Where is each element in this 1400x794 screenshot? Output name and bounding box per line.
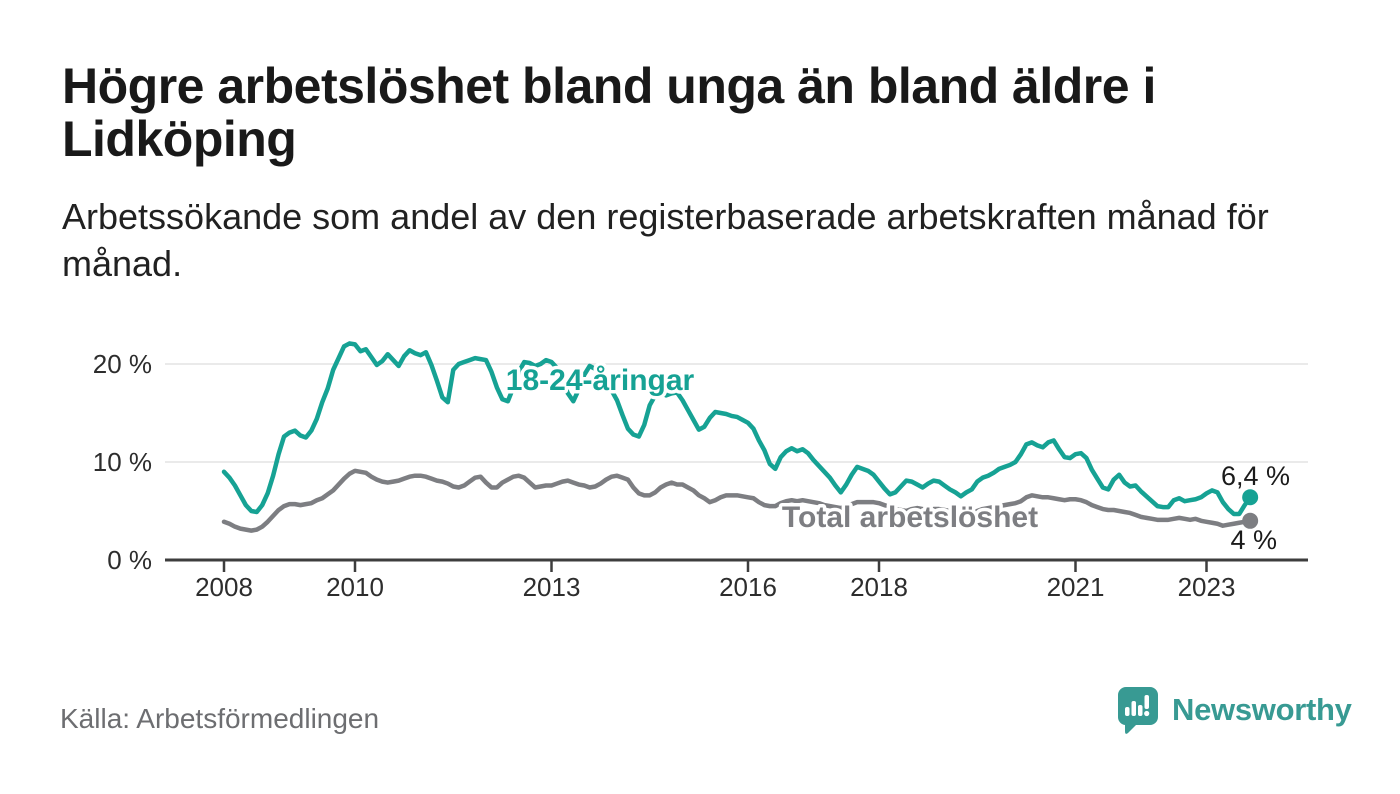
newsworthy-logo: Newsworthy xyxy=(1116,686,1352,734)
series-line-youth xyxy=(221,341,1253,517)
brand-name: Newsworthy xyxy=(1172,692,1352,727)
x-tick-label-2013: 2013 xyxy=(523,572,581,602)
y-tick-label-0: 0 % xyxy=(107,545,152,575)
chart-title-line-2: Lidköping xyxy=(62,111,297,167)
chart-title-line-1: Högre arbetslöshet bland unga än bland ä… xyxy=(62,58,1156,114)
series-label-youth: 18-24-åringar xyxy=(506,364,695,397)
end-dot-youth xyxy=(1242,489,1259,506)
source-note: Källa: Arbetsförmedlingen xyxy=(60,703,380,734)
speech-bubble-shape xyxy=(1117,687,1158,734)
chart-subtitle-line-1: Arbetssökande som andel av den registerb… xyxy=(62,196,1269,237)
chart-subtitle: Arbetssökande som andel av den registerb… xyxy=(62,193,1322,287)
x-tick-label-2008: 2008 xyxy=(195,572,253,602)
end-value-label-total: 4 % xyxy=(1230,525,1277,555)
end-value-label-youth: 6,4 % xyxy=(1221,461,1290,491)
exclamation-dot xyxy=(1144,710,1150,717)
series-label-total: Total arbetslöshet xyxy=(782,501,1038,534)
x-tick-label-2018: 2018 xyxy=(850,572,908,602)
y-tick-label-10: 10 % xyxy=(93,447,152,477)
y-axis-labels: 20 % 10 % 0 % xyxy=(93,349,152,575)
newsworthy-bubble-chart-icon xyxy=(1117,687,1158,734)
chart-subtitle-line-2: månad. xyxy=(62,243,183,284)
chart-title: Högre arbetslöshet bland unga än bland ä… xyxy=(62,60,1322,166)
exclamation-bar xyxy=(1144,695,1149,709)
x-tick-label-2023: 2023 xyxy=(1178,572,1236,602)
x-tick-label-2021: 2021 xyxy=(1047,572,1105,602)
end-dot-total xyxy=(1242,512,1259,529)
series-line-total xyxy=(221,468,1253,533)
x-axis-ticks: 2008 2010 2013 2016 2018 2021 2023 xyxy=(195,561,1235,602)
x-tick-label-2016: 2016 xyxy=(719,572,777,602)
bar-chart-glyph xyxy=(1125,695,1150,717)
y-grid xyxy=(165,363,1308,463)
x-tick-label-2010: 2010 xyxy=(326,572,384,602)
y-tick-label-20: 20 % xyxy=(93,349,152,379)
